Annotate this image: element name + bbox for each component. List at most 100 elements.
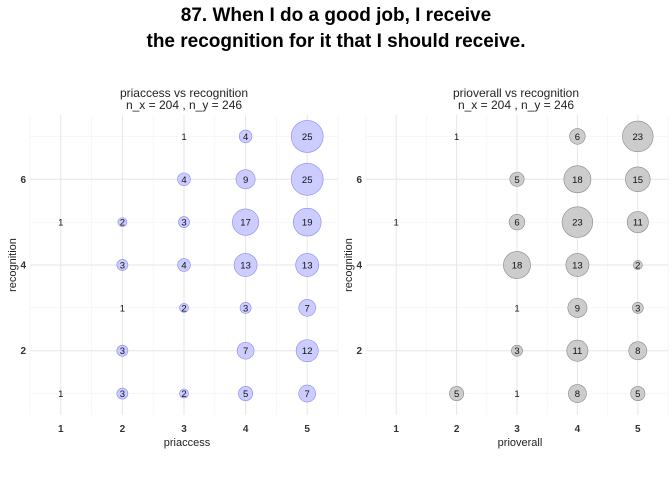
bubble-count-label: 6 — [514, 218, 519, 229]
bubble-count-label: 25 — [302, 132, 313, 143]
bubble-count-label: 2 — [635, 261, 640, 272]
bubble-count-label: 1 — [120, 303, 125, 314]
bubble — [179, 388, 189, 399]
bubble-count-label: 18 — [512, 261, 523, 272]
bubble — [116, 259, 129, 271]
bubble — [116, 387, 129, 400]
bubble — [178, 216, 190, 228]
bubble-count-label: 9 — [243, 175, 248, 186]
chart-title: 87. When I do a good job, I receive the … — [0, 3, 672, 55]
bubble — [569, 128, 586, 145]
bubble — [565, 253, 590, 277]
x-tick-label: 4 — [575, 424, 581, 435]
x-tick-label: 5 — [635, 424, 641, 435]
bubble-count-label: 25 — [302, 175, 313, 186]
bubble — [233, 253, 258, 277]
bubble-count-label: 3 — [635, 303, 640, 314]
x-tick-label: 2 — [120, 424, 126, 435]
y-tick-label: 2 — [20, 346, 26, 357]
bubble — [509, 171, 525, 187]
y-tick-label: 6 — [356, 175, 362, 186]
bubble-count-label: 3 — [181, 218, 186, 229]
x-tick-label: 5 — [304, 424, 310, 435]
bubble — [567, 297, 588, 318]
bubble-count-label: 23 — [572, 218, 583, 229]
x-tick-label: 3 — [514, 424, 520, 435]
bubble-count-label: 1 — [394, 218, 399, 229]
bubble — [177, 172, 191, 186]
bubble-count-label: 3 — [120, 346, 125, 357]
bubble-count-label: 3 — [243, 303, 248, 314]
bubble — [295, 339, 319, 363]
bubble-count-label: 9 — [575, 303, 580, 314]
bubble-count-label: 7 — [305, 389, 310, 400]
y-tick-label: 6 — [20, 175, 26, 186]
bubble — [625, 166, 651, 192]
bubble-count-label: 5 — [514, 175, 519, 186]
bubble-count-label: 4 — [243, 132, 248, 143]
bubble-count-label: 18 — [572, 175, 583, 186]
bubble — [290, 120, 324, 153]
x-tick-label: 1 — [393, 424, 399, 435]
bubble — [628, 341, 648, 361]
bubble-count-label: 11 — [633, 218, 643, 229]
y-axis-label: recognition — [7, 238, 19, 292]
bubble-count-label: 5 — [243, 389, 248, 400]
bubble-count-label: 1 — [58, 218, 63, 229]
bubble-count-label: 2 — [181, 303, 186, 314]
bubble — [622, 120, 654, 153]
bubble-count-label: 11 — [572, 346, 582, 357]
bubble — [179, 303, 189, 313]
bubble-count-label: 2 — [120, 218, 125, 229]
bubble-count-label: 23 — [633, 132, 644, 143]
panel-title-line-1: priaccess vs recognition — [120, 86, 248, 100]
bubble — [632, 260, 643, 270]
bubble — [626, 211, 649, 234]
y-tick-label: 4 — [20, 261, 26, 272]
bubble — [177, 258, 191, 272]
bubble — [630, 386, 646, 402]
bubble — [235, 169, 256, 190]
bubble — [298, 384, 316, 403]
bubble — [238, 129, 253, 144]
bubble-count-label: 5 — [454, 389, 459, 400]
bubble-count-label: 3 — [514, 346, 519, 357]
bubble — [295, 253, 320, 277]
x-tick-label: 4 — [243, 424, 249, 435]
bubble-count-label: 1 — [454, 132, 459, 143]
x-axis-label: priaccess — [164, 437, 211, 449]
bubble — [508, 214, 526, 231]
bubble — [503, 251, 531, 279]
panel-title-line-1: prioverall vs recognition — [453, 86, 579, 100]
panel-title-line-2: n_x = 204 , n_y = 246 — [458, 98, 574, 112]
y-tick-label: 4 — [356, 261, 362, 272]
bubble — [117, 217, 128, 227]
bubble — [563, 165, 592, 194]
bubble — [511, 344, 523, 357]
x-axis-label: prioverall — [498, 437, 543, 449]
x-tick-label: 2 — [454, 424, 460, 435]
bubble-count-label: 4 — [181, 261, 186, 272]
y-axis-label: recognition — [343, 238, 355, 292]
bubble-count-label: 8 — [635, 346, 640, 357]
bubble-count-label: 1 — [181, 132, 186, 143]
bubble-count-label: 7 — [243, 346, 248, 357]
bubble — [631, 302, 644, 314]
bubble-count-label: 3 — [120, 389, 125, 400]
panel-title-line-2: n_x = 204 , n_y = 246 — [126, 98, 242, 112]
bubble-count-label: 13 — [240, 261, 251, 272]
bubble — [239, 302, 252, 314]
bubble-count-label: 3 — [120, 261, 125, 272]
bubble-count-label: 1 — [514, 389, 519, 400]
bubble-count-label: 4 — [181, 175, 186, 186]
bubble — [561, 206, 594, 238]
y-tick-label: 2 — [356, 346, 362, 357]
x-tick-label: 3 — [181, 424, 187, 435]
x-tick-label: 1 — [58, 424, 64, 435]
bubble-count-label: 13 — [302, 261, 313, 272]
bubble-count-label: 13 — [572, 261, 583, 272]
bubble — [568, 384, 587, 403]
